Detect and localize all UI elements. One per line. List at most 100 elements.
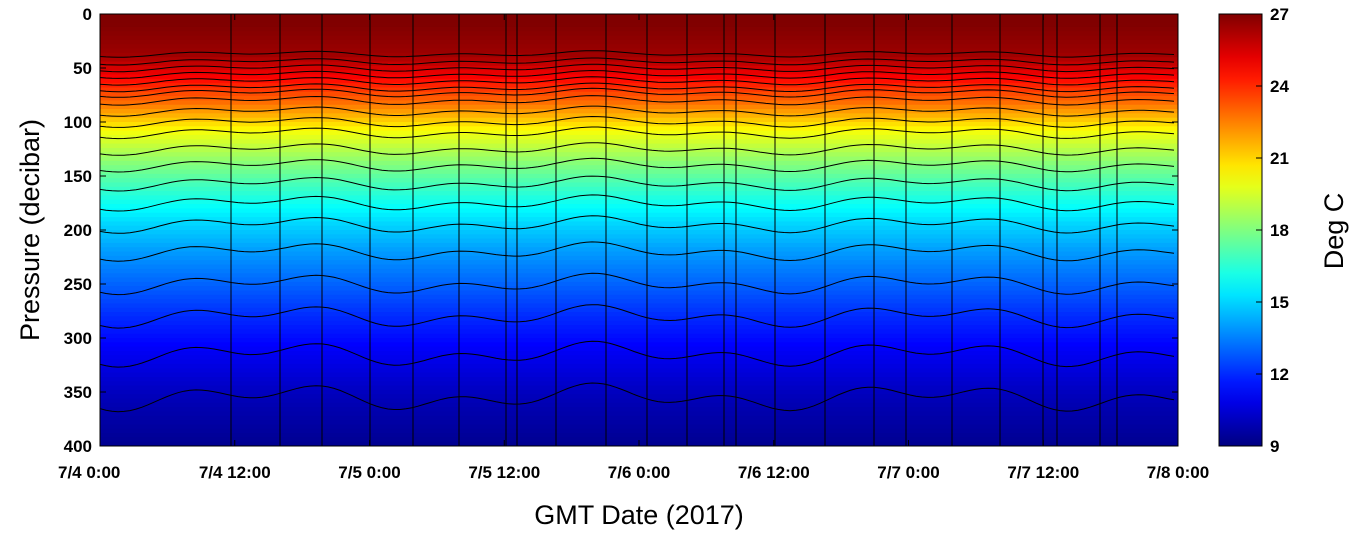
- temperature-band: [100, 134, 1178, 140]
- temperature-band: [100, 329, 1178, 335]
- y-tick-label: 400: [64, 437, 92, 456]
- temperature-band: [100, 333, 1178, 339]
- y-axis: 0 50 100 150 200 250 300 350 400: [64, 5, 1178, 456]
- isotherm-24.5: [100, 76, 1175, 86]
- temperature-band: [100, 225, 1178, 231]
- temperature-band: [100, 338, 1178, 343]
- colorbar-tick-label: 24: [1270, 77, 1289, 96]
- temperature-band: [100, 381, 1178, 387]
- temperature-band: [100, 26, 1178, 32]
- colorbar-gradient: [1218, 13, 1263, 447]
- temperature-band: [100, 398, 1178, 404]
- temperature-band: [100, 234, 1178, 240]
- temperature-band: [100, 402, 1178, 408]
- temperature-band: [100, 255, 1178, 261]
- temperature-band: [100, 52, 1178, 58]
- colorbar-tick-label: 18: [1270, 221, 1289, 240]
- x-axis-title: GMT Date (2017): [534, 500, 744, 530]
- isotherm-14: [100, 241, 1175, 262]
- isotherm-contours: [100, 50, 1175, 413]
- temperature-field: [100, 14, 1178, 446]
- temperature-band: [100, 117, 1178, 123]
- temperature-band: [100, 424, 1178, 430]
- y-tick-label: 100: [64, 113, 92, 132]
- colorbar-tick-label: 9: [1270, 437, 1279, 456]
- temperature-band: [100, 160, 1178, 166]
- temperature-band: [100, 139, 1178, 145]
- temperature-band: [100, 273, 1178, 279]
- y-tick-label: 0: [83, 5, 92, 24]
- temperature-band: [100, 286, 1178, 292]
- temperature-band: [100, 247, 1178, 253]
- temperature-band: [100, 104, 1178, 110]
- temperature-band: [100, 39, 1178, 45]
- x-tick-label: 7/7 12:00: [1007, 463, 1079, 482]
- y-tick-label: 300: [64, 329, 92, 348]
- isotherm-22: [100, 105, 1175, 117]
- temperature-band: [100, 299, 1178, 305]
- isotherm-23.5: [100, 87, 1175, 98]
- temperature-band: [100, 165, 1178, 171]
- temperature-band: [100, 260, 1178, 266]
- temperature-band: [100, 182, 1178, 188]
- temperature-band: [100, 212, 1178, 218]
- temperature-band: [100, 96, 1178, 101]
- y-axis-title: Pressure (decibar): [15, 119, 45, 341]
- temperature-band: [100, 204, 1178, 209]
- temperature-band: [100, 242, 1178, 248]
- temperature-band: [100, 130, 1178, 136]
- temperature-band: [100, 83, 1178, 89]
- colorbar-tick-label: 27: [1270, 5, 1289, 24]
- y-tick-label: 150: [64, 167, 92, 186]
- temperature-band: [100, 169, 1178, 175]
- temperature-band: [100, 415, 1178, 421]
- temperature-band: [100, 368, 1178, 374]
- temperature-band: [100, 48, 1178, 54]
- y-tick-label: 350: [64, 383, 92, 402]
- isotherm-16: [100, 194, 1175, 212]
- y-tick-label: 50: [73, 59, 92, 78]
- temperature-band: [100, 251, 1178, 257]
- temperature-band: [100, 411, 1178, 417]
- temperature-band: [100, 363, 1178, 369]
- temperature-band: [100, 264, 1178, 270]
- temperature-band: [100, 316, 1178, 322]
- isotherm-18: [100, 157, 1175, 173]
- isotherm-12: [100, 304, 1175, 329]
- temperature-band: [100, 325, 1178, 330]
- temperature-band: [100, 407, 1178, 413]
- isotherm-19: [100, 142, 1175, 156]
- temperature-band: [100, 61, 1178, 67]
- temperature-band: [100, 126, 1178, 132]
- temperature-band: [100, 18, 1178, 24]
- isotherm-10: [100, 382, 1175, 413]
- temperature-band: [100, 428, 1178, 434]
- y-tick-label: 200: [64, 221, 92, 240]
- isotherm-23: [100, 95, 1175, 106]
- temperature-band: [100, 191, 1178, 197]
- profile-lines: [230, 14, 1118, 446]
- temperature-band: [100, 359, 1178, 365]
- x-tick-label: 7/6 12:00: [738, 463, 810, 482]
- temperature-band: [100, 290, 1178, 296]
- temperature-band: [100, 217, 1178, 222]
- temperature-band: [100, 31, 1178, 37]
- temperature-band: [100, 70, 1178, 76]
- temperature-band: [100, 113, 1178, 119]
- colorbar-tick-label: 21: [1270, 149, 1289, 168]
- temperature-band: [100, 152, 1178, 158]
- temperature-band: [100, 173, 1178, 179]
- colorbar: 9 12 15 18 21 24 27 Deg C: [1218, 5, 1349, 456]
- isotherm-13: [100, 272, 1175, 296]
- temperature-band: [100, 22, 1178, 28]
- temperature-band: [100, 186, 1178, 192]
- colorbar-title: Deg C: [1319, 193, 1349, 270]
- colorbar-tick-label: 15: [1270, 293, 1289, 312]
- temperature-band: [100, 156, 1178, 162]
- temperature-band: [100, 143, 1178, 149]
- isotherm-25.5: [100, 63, 1175, 73]
- temperature-band: [100, 109, 1178, 114]
- temperature-band: [100, 433, 1178, 438]
- temperature-band: [100, 91, 1178, 97]
